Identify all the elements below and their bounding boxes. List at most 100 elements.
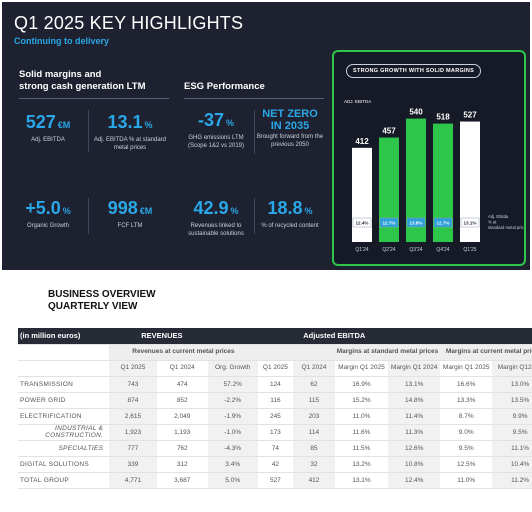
column-header: Org. Growth [207,360,258,377]
table-cell: 339 [109,456,157,473]
table-cell: 4,771 [109,472,157,489]
table-cell: 1,923 [109,424,157,441]
table-cell: 2,615 [109,408,157,425]
category-tick-label: Q1'24 [355,247,368,253]
margin-series-label: Adj. Ebitda [488,214,509,219]
table-cell: -4.3% [207,440,258,457]
table-cell: 13.5% [492,392,532,409]
bar-value-label: 540 [409,108,423,117]
table-subheader-row: Revenues at current metal prices Margins… [18,344,532,361]
table-cell: 9.9% [492,408,532,425]
table-cell: 16.9% [334,376,389,393]
table-cell: 412 [293,472,335,489]
bar-value-label: 412 [355,137,369,146]
table-cell: 527 [257,472,294,489]
margin-label: 12.4% [355,221,368,226]
kpi-sustainable-revenues: 42.9% Revenues linked to sustainable sol… [188,198,244,237]
table-column-headers: Q1 2025 Q1 2024 Org. Growth Q1 2025 Q1 2… [18,360,532,377]
table-cell: 11.0% [440,472,493,489]
table-cell: 5.0% [207,472,258,489]
kpi-fcf: 998 €M FCF LTM [107,198,153,229]
table-cell: 13.1% [388,376,441,393]
table-cell: 85 [293,440,335,457]
table-cell: 42 [257,456,294,473]
table-cell: 124 [257,376,294,393]
table-row: DIGITAL SOLUTIONS 339 312 3.4% 42 32 13.2% 10.8… [18,456,532,473]
table-cell: 11.5% [334,440,389,457]
row-label: TRANSMISSION [18,376,110,393]
table-row: ELECTRIFICATION 2,615 2,049 -1.9% 245 203 11.0… [18,408,532,425]
chart-bar [379,137,399,242]
margin-series-label: % at [488,220,497,225]
table-cell: 12.6% [388,440,441,457]
kpi-net-zero: NET ZERO IN 2035 Brought forward from th… [256,108,324,148]
row-label: DIGITAL SOLUTIONS [18,456,110,473]
table-row: INDUSTRIAL & CONSTRUCTION. 1,923 1,193 -1.0… [18,424,532,441]
margin-badge [379,217,399,228]
table-row: SPECIALTIES 777 762 -4.3% 74 85 11.5% 12.6% 9.5%… [18,440,532,457]
esg-section-title: ESG Performance [184,81,265,92]
margin-badge [433,217,453,228]
table-cell: 13.1% [334,472,389,489]
table-cell: 11.6% [334,424,389,441]
column-header: Q1 2024 [156,360,208,377]
row-label: ELECTRIFICATION [18,408,110,425]
kpi-adj-ebitda: 527 €M Adj. EBITDA [25,112,71,143]
table-cell: 762 [156,440,208,457]
chart-bar [460,121,480,242]
highlights-panel: Q1 2025 KEY HIGHLIGHTS Continuing to del… [2,2,530,270]
divider [88,110,89,152]
table-cell: 11.1% [492,440,532,457]
margin-badge [406,217,426,228]
column-header: Margin Q1 2024 [388,360,441,377]
divider [254,110,255,154]
table-cell: 3,687 [156,472,208,489]
ebitda-header: Adjusted EBITDA [293,328,532,345]
margin-std-header: Margins at standard metal prices [334,344,441,361]
overview-title: BUSINESS OVERVIEW QUARTERLY VIEW [48,289,156,312]
page-subtitle: Continuing to delivery [14,36,110,46]
table-cell: 16.6% [440,376,493,393]
kpi-ghg: -37% GHG emissions LTM (Scope 1&2 vs 201… [187,110,245,149]
table-cell: 32 [293,456,335,473]
table-cell: 9.5% [492,424,532,441]
table-row: TRANSMISSION 743 474 57.2% 124 62 16.9% 13.1% 16… [18,376,532,393]
margin-label: 13.1% [463,221,476,226]
business-overview-table: (in million euros) REVENUES Adjusted EBI… [18,328,532,489]
category-tick-label: Q3'24 [409,247,422,253]
row-label: INDUSTRIAL & CONSTRUCTION. [18,424,110,441]
table-cell: 11.3% [388,424,441,441]
margins-section-title: Solid margins and strong cash generation… [19,69,146,92]
table-cell: 8.7% [440,408,493,425]
table-cell: 12.4% [388,472,441,489]
table-cell: 115 [293,392,335,409]
column-header: Margin Q1 2025 [334,360,389,377]
table-cell: -2.2% [207,392,258,409]
bar-value-label: 527 [463,111,477,120]
row-label: SPECIALTIES [18,440,110,457]
table-cell: 852 [156,392,208,409]
kpi-organic-growth: +5.0% Organic Growth [25,198,71,229]
table-cell: 11.2% [492,472,532,489]
table-cell: 3.4% [207,456,258,473]
table-cell: 13.3% [440,392,493,409]
table-cell: -1.9% [207,408,258,425]
chart-ylabel: ADJ. EBITDA [344,99,372,104]
divider [254,198,255,234]
table-cell: 12.5% [440,456,493,473]
table-cell: -1.0% [207,424,258,441]
kpi-recycled-content: 18.8% % of recycled content [261,198,319,229]
ebitda-bar-chart: 412 12.4% Q1'24 457 12.7% Q2'24 540 13.8% Q3'24 5… [352,108,524,253]
table-cell: 1,193 [156,424,208,441]
divider [184,98,324,99]
table-cell: 13.2% [334,456,389,473]
table-body: TRANSMISSION 743 474 57.2% 124 62 16.9% 13.1% 16… [18,376,532,489]
kpi-ebitda-margin: 13.1% Adj. EBITDA % at standard metal pr… [93,112,167,151]
table-cell: 15.2% [334,392,389,409]
table-row: TOTAL GROUP 4,771 3,687 5.0% 527 412 13.1% 12.4… [18,472,532,489]
chart-bar [406,118,426,242]
margin-label: 12.7% [436,221,449,226]
table-cell: 874 [109,392,157,409]
category-tick-label: Q2'24 [382,247,395,253]
